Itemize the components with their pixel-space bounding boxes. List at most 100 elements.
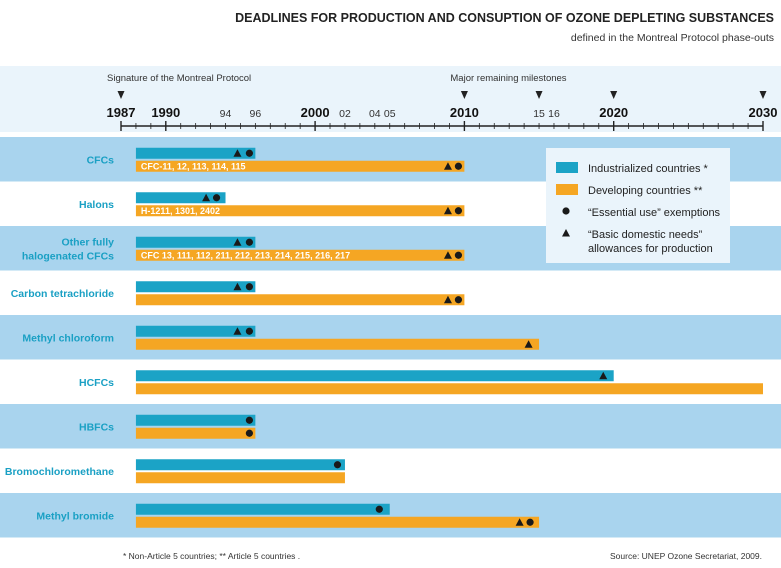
category-row: HBFCs — [79, 414, 256, 439]
essential-use-dot — [454, 251, 463, 259]
legend-swatch — [556, 162, 578, 173]
tick-label: 02 — [339, 108, 351, 120]
basic-needs-triangle — [443, 251, 452, 259]
essential-use-dot — [375, 505, 383, 513]
basic-needs-triangle — [524, 340, 533, 348]
tick-label: 94 — [220, 108, 232, 120]
category-row: Other fully halogenated CFCs CFC 13, 111, … — [22, 236, 465, 262]
category-label: Other fully — [61, 236, 114, 248]
essential-use-dot — [245, 416, 253, 424]
basic-needs-triangle — [233, 282, 242, 291]
basic-needs-triangle — [443, 162, 452, 170]
tick-label: 2030 — [749, 105, 778, 120]
basic-needs-triangle — [443, 295, 452, 304]
category-label: Methyl chloroform — [22, 332, 114, 344]
essential-use-dot — [245, 238, 253, 246]
essential-use-dot — [454, 296, 463, 304]
industrialized-bar — [135, 192, 226, 204]
category-label: halogenated CFCs — [22, 250, 114, 262]
category-label: Carbon tetrachloride — [11, 288, 114, 300]
timeline-axis: 1987 1990 2000 2010 2020 2030 94 96 02 04 05 15 16 Si… — [107, 73, 778, 131]
developing-bar — [135, 249, 465, 261]
essential-use-dot — [454, 162, 463, 170]
industrialized-bar — [135, 281, 256, 293]
essential-use-dot — [212, 194, 221, 202]
category-row: Carbon tetrachloride — [11, 281, 465, 306]
milestone-marker — [535, 91, 543, 99]
tick-label: 04 — [369, 108, 381, 120]
tick-label: 15 — [533, 108, 545, 120]
category-label: Halons — [79, 199, 114, 211]
tick-label: 2020 — [599, 105, 628, 120]
industrialized-bar — [135, 236, 256, 248]
footnote: * Non-Article 5 countries; ** Article 5 … — [123, 551, 300, 561]
milestone-marker — [117, 91, 125, 99]
essential-use-dot — [245, 283, 253, 291]
legend-label: “Essential use” exemptions — [588, 207, 721, 219]
industrialized-bar — [135, 503, 390, 515]
industrialized-bar — [135, 370, 614, 382]
row-band — [0, 404, 781, 449]
legend-triangle-icon — [562, 229, 570, 237]
bar-substance-label: H-1211, 1301, 2402 — [141, 206, 220, 216]
chart-title: DEADLINES FOR PRODUCTION AND CONSUPTION … — [235, 11, 774, 25]
axis-annotation: Signature of the Montreal Protocol — [107, 73, 251, 84]
tick-label: 05 — [384, 108, 396, 120]
tick-label: 2010 — [450, 105, 479, 120]
basic-needs-triangle — [443, 206, 452, 215]
basic-needs-triangle — [233, 327, 242, 335]
bar-substance-label: CFC 13, 111, 112, 211, 212, 213, 214, 21… — [141, 250, 350, 260]
tick-label: 2000 — [301, 105, 330, 120]
chart-subtitle: defined in the Montreal Protocol phase-o… — [571, 32, 774, 44]
background-layer — [0, 66, 781, 538]
essential-use-dot — [333, 461, 342, 469]
bar-substance-label: CFC-11, 12, 113, 114, 115 — [141, 161, 246, 171]
developing-bar — [135, 338, 540, 350]
axis-annotation: Major remaining milestones — [450, 73, 566, 84]
category-label: Methyl bromide — [36, 510, 114, 522]
industrialized-bar — [135, 325, 256, 337]
legend: Industrialized countries * Developing cou… — [546, 148, 730, 263]
legend-label: “Basic domestic needs” — [588, 229, 703, 241]
legend-label: Industrialized countries * — [588, 163, 709, 175]
industrialized-bar — [135, 414, 256, 426]
developing-bar — [135, 294, 465, 306]
legend-label: allowances for production — [588, 243, 713, 255]
basic-needs-triangle — [202, 193, 211, 202]
basic-needs-triangle — [515, 518, 524, 526]
developing-bar — [135, 160, 465, 172]
source-note: Source: UNEP Ozone Secretariat, 2009. — [610, 551, 762, 561]
category-row: Halons H-1211, 1301, 2402 — [79, 192, 465, 217]
row-band — [0, 493, 781, 538]
essential-use-dot — [245, 327, 253, 335]
category-row: Bromochloromethane — [5, 459, 345, 484]
basic-needs-triangle — [233, 238, 242, 246]
category-rows: CFCs CFC-11, 12, 113, 114, 115 Halons H-121… — [5, 147, 763, 528]
category-row: CFCs CFC-11, 12, 113, 114, 115 — [87, 147, 465, 172]
category-label: Bromochloromethane — [5, 466, 114, 478]
essential-use-dot — [454, 207, 463, 215]
milestone-marker — [460, 91, 468, 99]
category-label: HBFCs — [79, 421, 114, 433]
essential-use-dot — [245, 429, 253, 437]
developing-bar — [135, 516, 540, 528]
basic-needs-triangle — [233, 149, 242, 157]
category-label: CFCs — [87, 154, 115, 166]
header-shade — [0, 66, 781, 132]
industrialized-bar — [135, 459, 345, 471]
legend-swatch — [556, 184, 578, 195]
category-label: HCFCs — [79, 377, 114, 389]
milestone-marker — [610, 91, 618, 99]
industrialized-bar — [135, 147, 256, 159]
tick-label: 16 — [548, 108, 560, 120]
developing-bar — [135, 205, 465, 217]
tick-label: 1990 — [151, 105, 180, 120]
essential-use-dot — [245, 149, 253, 157]
category-row: Methyl bromide — [36, 503, 540, 528]
developing-bar — [135, 427, 256, 439]
category-row: HCFCs — [79, 370, 763, 395]
milestone-marker — [759, 91, 767, 99]
developing-bar — [135, 472, 345, 484]
category-row: Methyl chloroform — [22, 325, 540, 350]
